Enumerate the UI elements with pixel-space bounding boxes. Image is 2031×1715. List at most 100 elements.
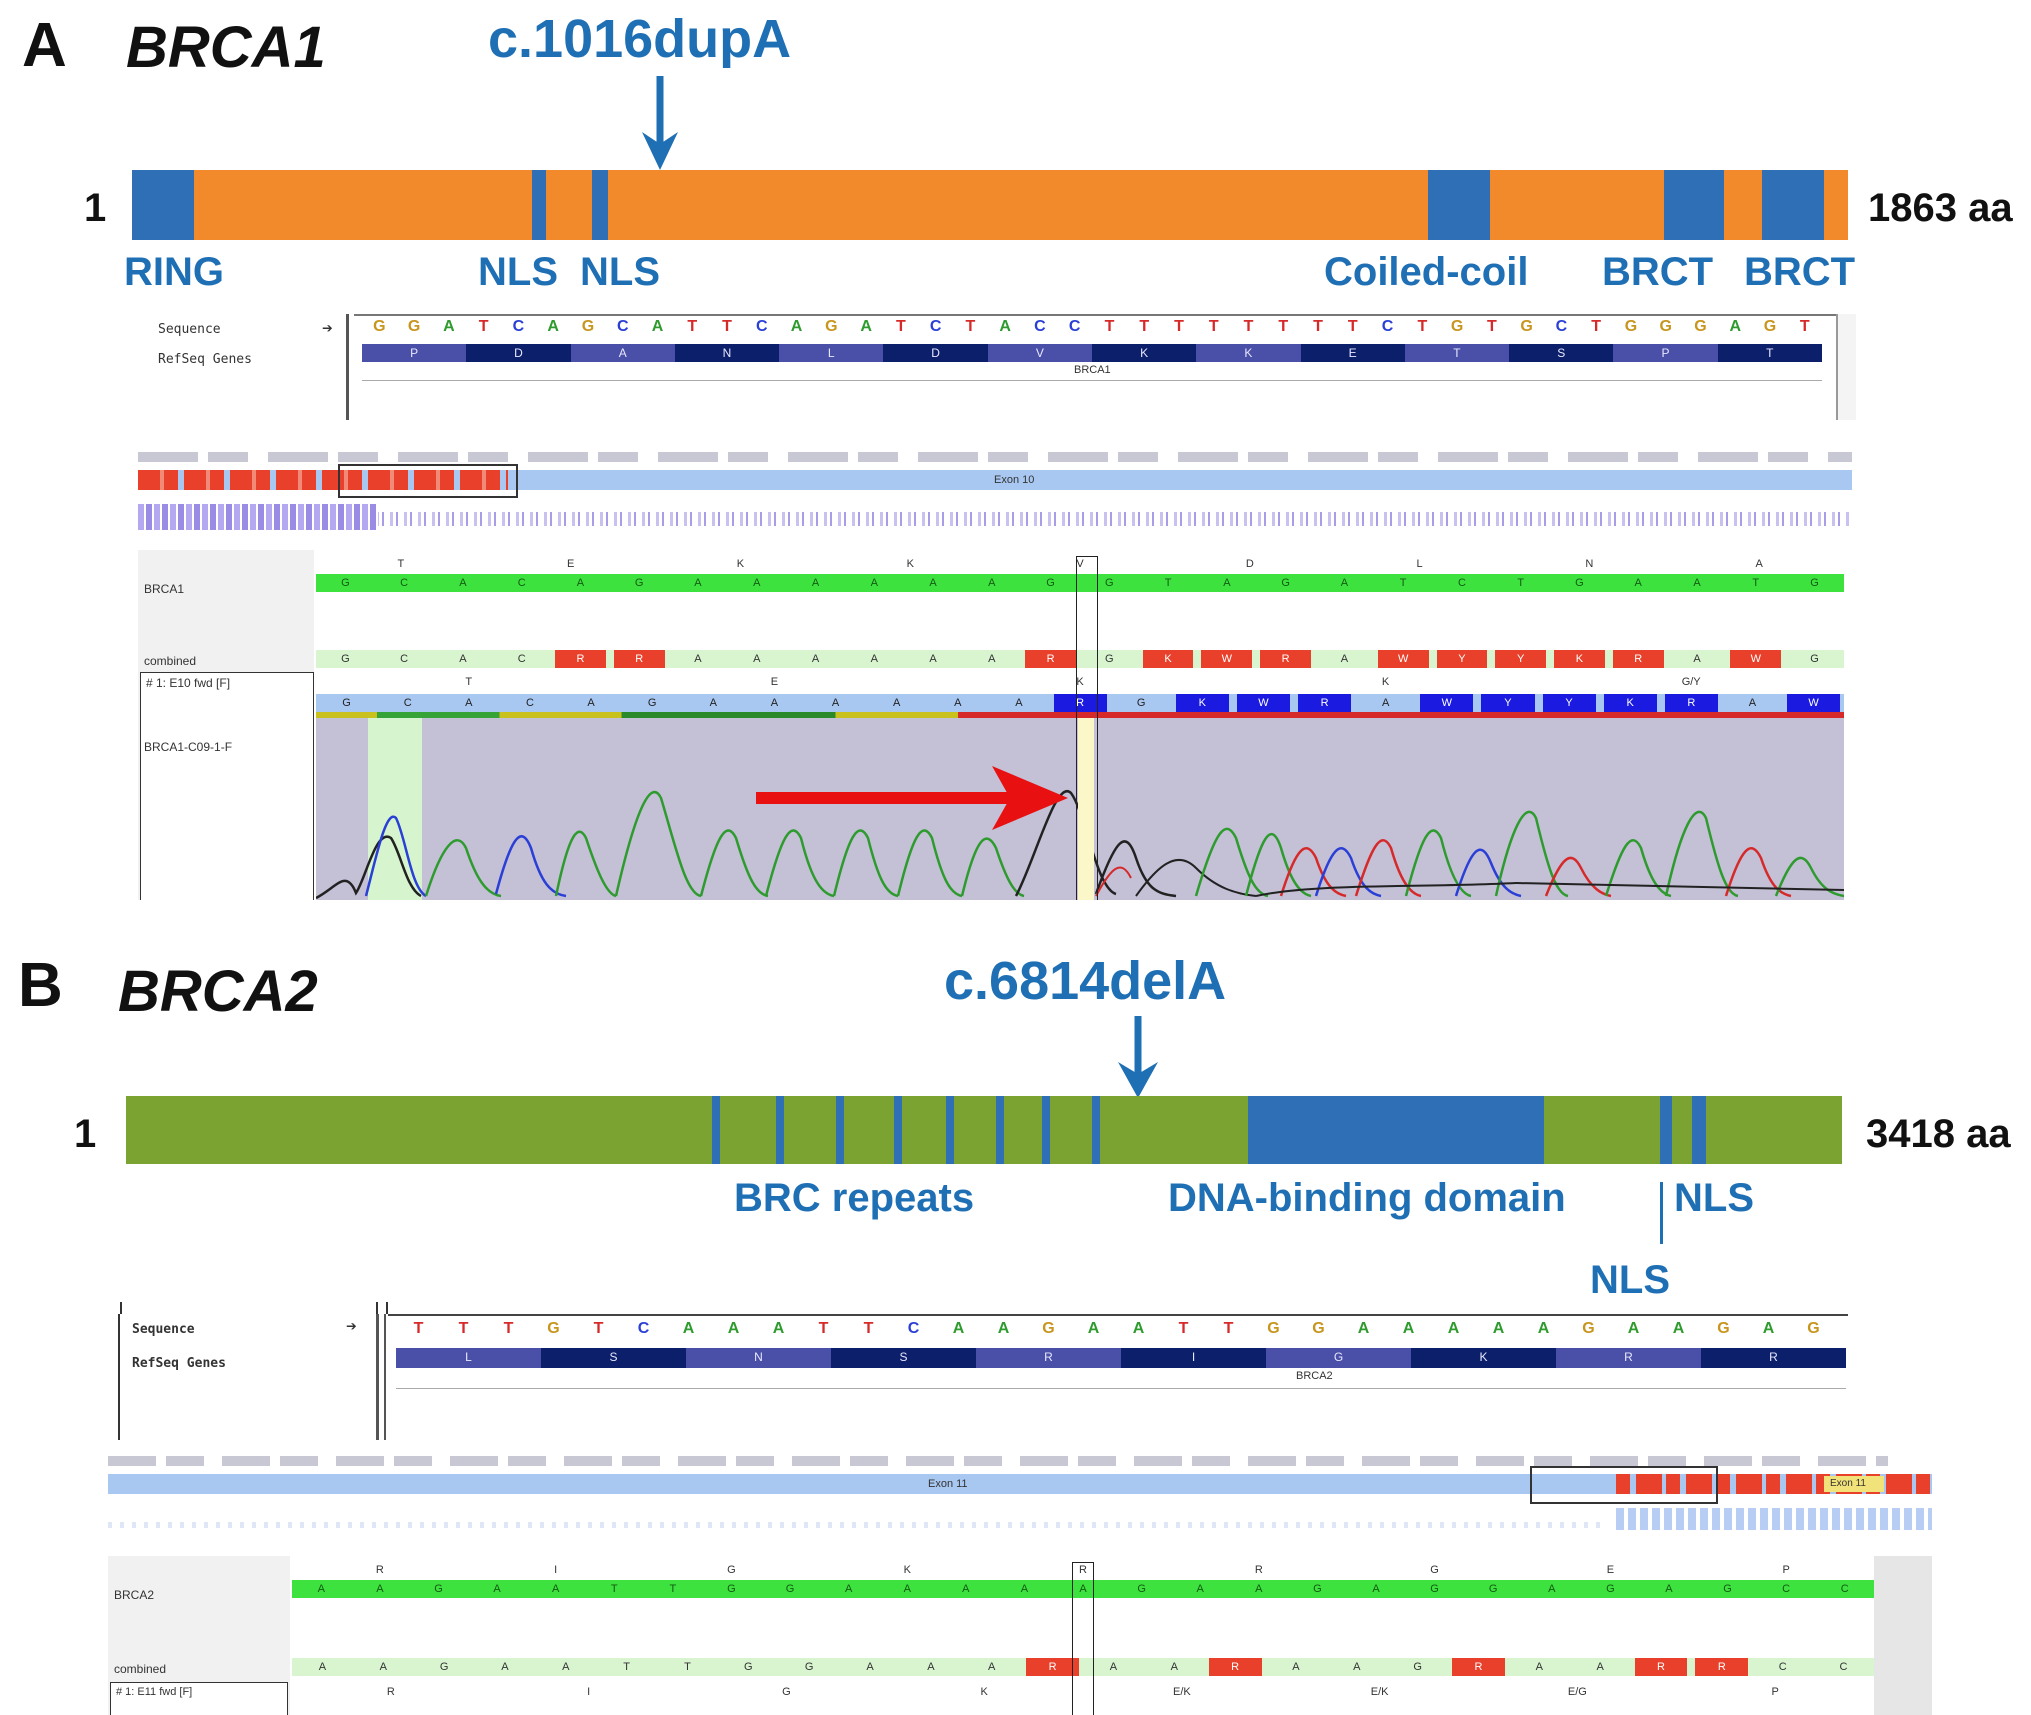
mutation-column-fill [1078, 718, 1094, 900]
base-cell: G [1312, 1320, 1325, 1337]
panel-b-start-label: 1 [74, 1112, 97, 1156]
base-cell: T [458, 1320, 469, 1337]
track-base-cell: A [576, 577, 585, 589]
vertical-scrollbar[interactable] [1836, 314, 1856, 420]
brc-repeat-block [894, 1096, 902, 1164]
amino-acid-cell: R [1701, 1348, 1846, 1368]
track-base-cell: G [341, 653, 350, 665]
track-base-cell: G [804, 1661, 814, 1673]
track-base-cell: K [1142, 650, 1194, 668]
track-base-cell: R [555, 650, 606, 668]
track-base-cell: R [1452, 1658, 1505, 1676]
track-base-cell: A [954, 697, 962, 709]
view-position-box-b[interactable] [1530, 1466, 1718, 1504]
view-position-box[interactable] [338, 464, 518, 498]
track-base-cell: G [1136, 697, 1146, 709]
scroll-arrow-icon[interactable]: ➔ [346, 1316, 357, 1337]
track-base-cell: W [1420, 694, 1474, 712]
track-base-cell: R [1695, 1658, 1749, 1676]
track-base-cell: R [1208, 1658, 1262, 1676]
exon-11-label-secondary: Exon 11 [1830, 1478, 1866, 1489]
brc-repeat-block [712, 1096, 720, 1164]
base-cell: T [1591, 318, 1602, 335]
base-cell: T [895, 318, 906, 335]
scroll-arrow-icon[interactable]: ➔ [322, 318, 333, 339]
quality-track [138, 512, 1852, 526]
track-base-cell: A [465, 697, 473, 709]
base-cell: C [512, 318, 525, 335]
translation-cell: K [903, 1564, 911, 1576]
track-base-cell: A [1693, 653, 1701, 665]
base-cell: C [637, 1320, 650, 1337]
brca2-gene-track-label: BRCA2 [1296, 1370, 1333, 1382]
base-cell: T [593, 1320, 604, 1337]
amino-acid-cell: S [831, 1348, 976, 1368]
translation-cell: T [397, 558, 405, 570]
coverage-overview-strip [138, 452, 1852, 462]
track-base-cell: C [1778, 1661, 1787, 1673]
track-base-cell: G [634, 577, 644, 589]
base-cell: G [1717, 1320, 1730, 1337]
ring-domain-block [132, 170, 194, 240]
translation-cell: G [782, 1686, 791, 1698]
translation-cell: R [1079, 1564, 1087, 1576]
track-base-cell: T [1517, 577, 1525, 589]
base-cell: A [772, 1320, 785, 1337]
track-base-cell: A [1292, 1661, 1300, 1673]
base-cell: G [373, 318, 386, 335]
base-cell: C [1555, 318, 1568, 335]
mismatch-overview [138, 470, 508, 490]
domain-label-brct: BRCT [1744, 250, 1856, 294]
base-cell: T [687, 318, 698, 335]
track-base-cell: R [1634, 1658, 1688, 1676]
amino-acid-cell: L [396, 1348, 541, 1368]
exon-11-label: Exon 11 [928, 1478, 968, 1490]
track-base-cell: G [1313, 1583, 1322, 1595]
base-cell: T [1243, 318, 1254, 335]
track-base-cell: A [1353, 1661, 1361, 1673]
track-base-cell: R [1612, 650, 1664, 668]
base-cell: G [547, 1320, 560, 1337]
track-base-cell: T [1752, 577, 1760, 589]
base-cell: A [1402, 1320, 1415, 1337]
brc-repeat-block [946, 1096, 954, 1164]
track-base-cell: A [1596, 1661, 1604, 1673]
track-base-cell: A [1079, 1583, 1087, 1595]
track-base-cell: A [1665, 1583, 1673, 1595]
panel-a-letter: A [22, 11, 67, 80]
amino-acid-cell: D [883, 344, 988, 362]
base-cell: A [1132, 1320, 1145, 1337]
brca1-protein-bar [132, 170, 1848, 240]
base-cell: A [1447, 1320, 1460, 1337]
track-base-cell: A [1223, 577, 1231, 589]
track-base-cell: A [1372, 1583, 1380, 1595]
base-cell: A [682, 1320, 695, 1337]
read-label-box-b [110, 1682, 288, 1715]
panel-b-mutation-label: c.6814delA [944, 951, 1227, 1011]
amino-acid-cell: P [362, 344, 467, 362]
translation-cell: R [1254, 1564, 1263, 1576]
base-cell: A [651, 318, 664, 335]
base-cell: T [1799, 318, 1810, 335]
base-cell: T [1178, 1320, 1189, 1337]
amino-acid-cell: S [541, 1348, 686, 1368]
track-base-cell: A [1548, 1583, 1556, 1595]
track-base-cell: W [1377, 650, 1429, 668]
track-base-cell: A [709, 697, 717, 709]
track-base-cell: R [1053, 694, 1107, 712]
track-base-cell: A [1634, 577, 1642, 589]
translation-cell: I [554, 1564, 558, 1576]
translation-cell: D [1245, 558, 1254, 570]
mutation-column-highlight-b [1072, 1562, 1094, 1715]
amino-acid-cell: A [570, 344, 675, 362]
base-cell: A [952, 1320, 965, 1337]
track-base-cell: C [400, 577, 409, 589]
base-cell: A [1537, 1320, 1550, 1337]
